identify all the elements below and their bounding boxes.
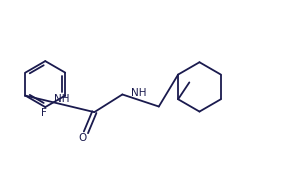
Text: O: O: [78, 134, 87, 143]
Text: NH: NH: [131, 88, 147, 98]
Text: F: F: [41, 108, 47, 118]
Text: NH: NH: [53, 94, 69, 104]
